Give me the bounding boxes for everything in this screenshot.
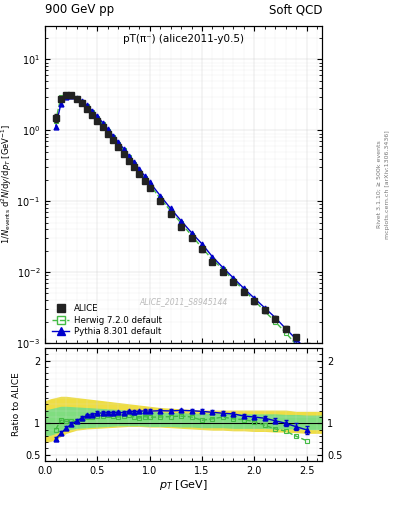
Text: pT(π⁻) (alice2011-y0.5): pT(π⁻) (alice2011-y0.5) bbox=[123, 34, 244, 44]
Text: ALICE_2011_S8945144: ALICE_2011_S8945144 bbox=[140, 297, 228, 306]
Text: Rivet 3.1.10; ≥ 500k events: Rivet 3.1.10; ≥ 500k events bbox=[377, 140, 382, 228]
Text: Soft QCD: Soft QCD bbox=[269, 3, 322, 16]
Text: 900 GeV pp: 900 GeV pp bbox=[45, 3, 114, 16]
X-axis label: $p_T\ [\mathrm{GeV}]$: $p_T\ [\mathrm{GeV}]$ bbox=[160, 478, 208, 493]
Text: mcplots.cern.ch [arXiv:1306.3436]: mcplots.cern.ch [arXiv:1306.3436] bbox=[385, 130, 389, 239]
Y-axis label: $1/N_\mathrm{events}\ \mathrm{d}^2N/\mathrm{d}y/\mathrm{d}p_T\ [\mathrm{GeV}^{-1: $1/N_\mathrm{events}\ \mathrm{d}^2N/\mat… bbox=[0, 124, 14, 244]
Legend: ALICE, Herwig 7.2.0 default, Pythia 8.301 default: ALICE, Herwig 7.2.0 default, Pythia 8.30… bbox=[50, 302, 164, 339]
Y-axis label: Ratio to ALICE: Ratio to ALICE bbox=[12, 373, 21, 436]
